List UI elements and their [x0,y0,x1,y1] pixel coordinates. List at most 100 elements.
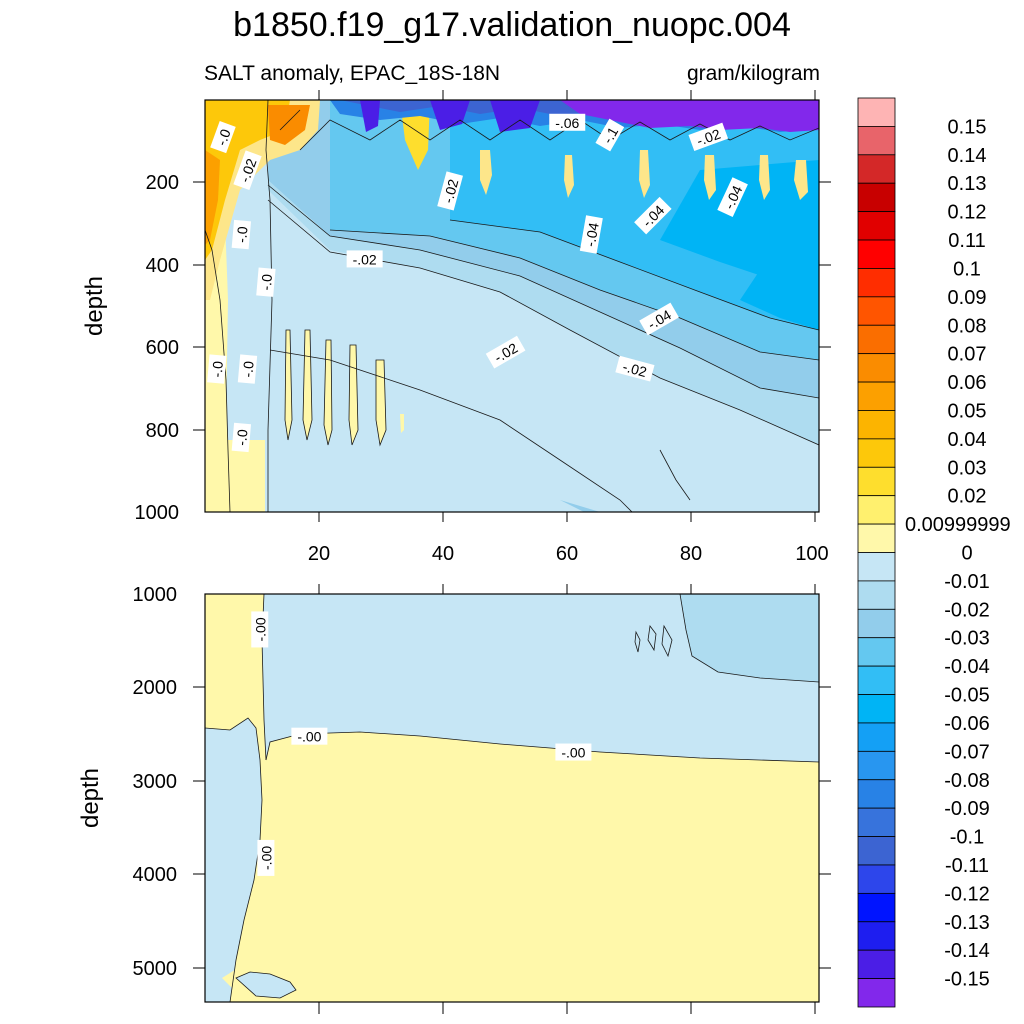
upper-contour-label-17: -.02 [615,355,655,382]
upper-contour-label-bg-6 [237,354,258,384]
colorbar-box [857,126,896,156]
colorbar: 0.15 0.14 0.13 0.12 0.11 0.1 0.09 0.08 0.07 0.06 0… [857,97,1011,1008]
upper-contour-label-text-12: -.04 [582,221,602,248]
colorbar-label: -0.1 [950,827,984,849]
upper-contour-label-text-1: -.02 [236,156,259,184]
colorbar-box [857,608,896,639]
lower-contour-label-0: -.00 [251,611,269,648]
upper-contour-label-text-2: -.02 [353,251,377,267]
colorbar-label: 0.1 [953,258,981,280]
upper-contour-label-text-11: -.02 [694,126,722,149]
colorbar-box [857,324,896,355]
lower-contour-fill [205,594,819,1002]
upper-contour-label-6: -.0 [237,354,258,384]
upper-contour-label-bg-3 [231,219,252,250]
lower-contour-label-text-1: -.00 [297,729,321,745]
upper-contour-label-bg-0 [210,121,236,154]
lower-contour-label-2: -.00 [555,743,592,761]
upper-contour-label-bg-5 [207,354,227,384]
upper-contour-label-10: -.1 [595,118,625,152]
lower-contour-lines [205,594,819,1002]
colorbar-label: -0.13 [944,912,990,934]
colorbar-box [857,523,896,553]
colorbar-box [857,892,896,923]
upper-y-tick-400: 400 [146,255,179,277]
upper-contour-label-bg-13 [634,196,672,235]
upper-contour-label-5: -.0 [207,354,227,384]
lower-contour-label-text-2: -.00 [561,745,585,761]
upper-contour-label-bg-10 [595,118,625,152]
colorbar-box [857,495,896,525]
upper-y-tick-800: 800 [146,420,179,442]
colorbar-box [857,296,896,326]
upper-contour-label-7: -.0 [231,422,252,453]
colorbar-label: 0.03 [948,457,987,479]
colorbar-box [857,694,896,724]
colorbar-box [857,353,896,383]
lower-axes-frame [204,593,820,1003]
upper-contour-label-bg-4 [256,267,276,297]
lower-panel: 1000 2000 3000 4000 5000 depth -.00-.00-… [77,584,831,1014]
colorbar-box [857,466,896,497]
upper-contour-label-text-3: -.0 [233,226,250,244]
upper-x-tick-80: 80 [680,543,702,565]
colorbar-box [857,268,896,298]
lower-contour-label-bg-0 [251,611,269,648]
upper-contour-label-12: -.04 [579,215,603,254]
colorbar-box [857,978,896,1008]
upper-contour-label-text-17: -.02 [621,358,649,380]
colorbar-label: -0.07 [944,741,990,763]
upper-contour-lines [205,100,819,512]
upper-x-tick-40: 40 [432,543,454,565]
upper-contour-label-text-0: -.0 [213,127,234,148]
colorbar-box [857,552,896,582]
colorbar-label: -0.03 [944,628,990,650]
colorbar-box [857,864,896,894]
upper-contour-label-1: -.02 [233,150,262,191]
colorbar-label: -0.11 [945,855,989,877]
colorbar-box [857,779,896,809]
upper-x-tick-100: 100 [795,543,828,565]
lower-contour-label-text-0: -.00 [252,617,268,641]
upper-y-tick-200: 200 [146,172,179,194]
upper-contour-label-bg-2 [346,250,383,268]
chart-subtitle-units: gram/kilogram [686,62,820,85]
colorbar-box [857,836,896,866]
colorbar-label: 0.13 [948,173,987,195]
colorbar-label: 0.02 [948,486,987,508]
upper-contour-label-bg-15 [639,302,679,336]
upper-contour-label-0: -.0 [210,121,236,154]
colorbar-label: 0.06 [948,372,987,394]
colorbar-box [857,665,896,695]
colorbar-label: 0.14 [948,145,987,167]
upper-contour-label-4: -.0 [256,267,276,297]
lower-y-axis-label: depth [77,768,104,828]
upper-contour-label-text-7: -.0 [233,428,250,446]
upper-contour-label-text-8: -.02 [440,177,462,205]
lower-contour-label-text-3: -.00 [258,846,274,870]
upper-contour-label-text-6: -.0 [239,360,256,378]
lower-contour-label-1: -.00 [291,727,328,745]
colorbar-label: -0.04 [944,656,990,678]
colorbar-label: -0.09 [944,798,990,820]
upper-contour-fill [205,100,819,512]
colorbar-label: -0.05 [944,685,990,707]
lower-y-tick-5000: 5000 [133,958,178,980]
lower-contour-labels: -.00 -.00 -.00 -.00 [251,611,592,876]
upper-contour-label-8: -.02 [437,171,463,211]
upper-contour-labels: -.0-.02-.02-.0-.0-.0 -.0-.0-.02-.06-.1 -.0… [207,113,748,453]
colorbar-label: -0.06 [944,713,990,735]
colorbar-box [857,807,896,837]
colorbar-box [857,97,896,127]
upper-contour-label-11: -.02 [688,122,729,151]
lower-contour-label-3: -.00 [257,839,275,876]
colorbar-label: -0.14 [944,940,990,962]
chart-subtitle-variable: SALT anomaly, EPAC_18S-18N [204,62,501,85]
colorbar-box [857,438,896,468]
upper-contour-label-3: -.0 [231,219,252,250]
colorbar-box [857,921,896,951]
upper-x-tick-60: 60 [556,543,578,565]
upper-contour-label-text-9: -.06 [555,115,579,131]
upper-contour-label-2: -.02 [346,250,383,268]
colorbar-label: 0 [961,543,972,565]
